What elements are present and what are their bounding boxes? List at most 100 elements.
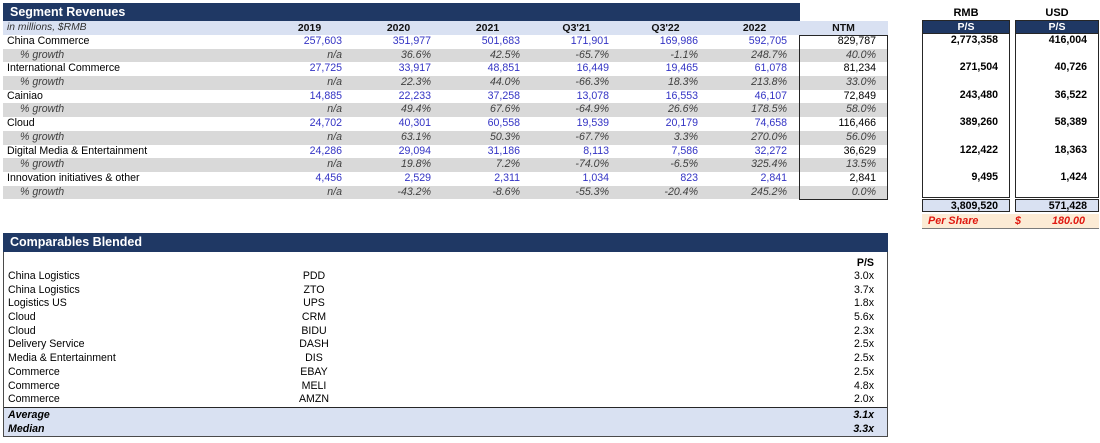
revenue-cell[interactable]: 33,917 bbox=[398, 62, 431, 75]
usd-ps-cell[interactable]: 416,004 bbox=[1048, 34, 1087, 46]
usd-total-cell[interactable]: 571,428 bbox=[1015, 199, 1099, 212]
usd-ps-cell[interactable]: 40,726 bbox=[1054, 61, 1087, 74]
growth-cell[interactable]: -55.3% bbox=[575, 185, 609, 198]
growth-cell[interactable]: 63.1% bbox=[400, 130, 431, 143]
revenue-cell[interactable]: 31,186 bbox=[487, 144, 520, 157]
comparable-ps-cell[interactable]: 3.7x bbox=[853, 283, 874, 296]
revenue-cell[interactable]: 2,529 bbox=[404, 171, 431, 184]
growth-cell[interactable]: -65.7% bbox=[575, 48, 609, 61]
growth-cell[interactable]: n/a bbox=[327, 76, 342, 89]
rmb-ps-cell[interactable]: 2,773,358 bbox=[950, 34, 998, 46]
revenue-cell[interactable]: 19,539 bbox=[576, 117, 609, 130]
comparable-ticker[interactable]: AMZN bbox=[298, 393, 329, 406]
growth-cell[interactable]: 213.8% bbox=[751, 76, 787, 89]
ntm-revenue-cell[interactable]: 72,849 bbox=[843, 89, 876, 102]
growth-cell[interactable]: 50.3% bbox=[489, 130, 520, 143]
revenue-cell[interactable]: 22,233 bbox=[398, 89, 431, 102]
growth-cell[interactable]: 58.0% bbox=[845, 103, 876, 116]
revenue-cell[interactable]: 46,107 bbox=[754, 89, 787, 102]
rmb-ps-cell[interactable]: 271,504 bbox=[959, 61, 998, 74]
growth-cell[interactable]: 56.0% bbox=[845, 130, 876, 143]
usd-ps-cell[interactable]: 36,522 bbox=[1054, 88, 1087, 101]
comparable-ps-cell[interactable]: 4.8x bbox=[853, 379, 874, 392]
ntm-revenue-cell[interactable]: 116,466 bbox=[838, 117, 876, 130]
growth-cell[interactable]: 42.5% bbox=[489, 48, 520, 61]
revenue-cell[interactable]: 16,553 bbox=[665, 89, 698, 102]
growth-cell[interactable]: 18.3% bbox=[667, 76, 698, 89]
revenue-cell[interactable]: 60,558 bbox=[487, 117, 520, 130]
growth-cell[interactable]: 49.4% bbox=[400, 103, 431, 116]
growth-cell[interactable]: n/a bbox=[327, 158, 342, 171]
revenue-cell[interactable]: 2,841 bbox=[760, 171, 787, 184]
growth-cell[interactable]: -6.5% bbox=[670, 158, 698, 171]
comparable-ps-cell[interactable]: 2.0x bbox=[853, 393, 874, 406]
growth-cell[interactable]: 7.2% bbox=[495, 158, 520, 171]
usd-ps-cell[interactable]: 1,424 bbox=[1060, 170, 1087, 183]
revenue-cell[interactable]: 19,465 bbox=[665, 62, 698, 75]
growth-cell[interactable]: -67.7% bbox=[575, 130, 609, 143]
growth-cell[interactable]: n/a bbox=[327, 185, 342, 198]
growth-cell[interactable]: 33.0% bbox=[845, 76, 876, 89]
comparable-ps-cell[interactable]: 2.5x bbox=[853, 365, 874, 378]
growth-cell[interactable]: -64.9% bbox=[575, 103, 609, 116]
revenue-cell[interactable]: 7,586 bbox=[671, 144, 698, 157]
revenue-cell[interactable]: 4,456 bbox=[315, 171, 342, 184]
revenue-cell[interactable]: 501,683 bbox=[481, 35, 520, 47]
comparable-ticker[interactable]: DIS bbox=[305, 352, 323, 365]
growth-cell[interactable]: -66.3% bbox=[575, 76, 609, 89]
comparable-ps-cell[interactable]: 2.5x bbox=[853, 338, 874, 351]
growth-cell[interactable]: 0.0% bbox=[851, 185, 876, 198]
revenue-cell[interactable]: 14,885 bbox=[309, 89, 342, 102]
growth-cell[interactable]: 67.6% bbox=[489, 103, 520, 116]
growth-cell[interactable]: -1.1% bbox=[670, 48, 698, 61]
growth-cell[interactable]: 40.0% bbox=[845, 48, 876, 61]
growth-cell[interactable]: -8.6% bbox=[492, 185, 520, 198]
growth-cell[interactable]: 325.4% bbox=[751, 158, 787, 171]
growth-cell[interactable]: 44.0% bbox=[489, 76, 520, 89]
revenue-cell[interactable]: 24,702 bbox=[309, 117, 342, 130]
per-share-value-cell[interactable]: 180.00 bbox=[1051, 215, 1085, 227]
ntm-revenue-cell[interactable]: 36,629 bbox=[843, 144, 876, 157]
comparable-ticker[interactable]: BIDU bbox=[301, 324, 327, 337]
revenue-cell[interactable]: 61,078 bbox=[754, 62, 787, 75]
ntm-revenue-cell[interactable]: 2,841 bbox=[849, 171, 876, 184]
revenue-cell[interactable]: 48,851 bbox=[487, 62, 520, 75]
comparable-ps-cell[interactable]: 2.5x bbox=[853, 352, 874, 365]
rmb-total-cell[interactable]: 3,809,520 bbox=[922, 199, 1010, 212]
growth-cell[interactable]: 26.6% bbox=[667, 103, 698, 116]
comparable-ticker[interactable]: MELI bbox=[301, 379, 327, 392]
growth-cell[interactable]: n/a bbox=[327, 103, 342, 116]
average-value-cell[interactable]: 3.1x bbox=[853, 408, 874, 421]
comparable-ticker[interactable]: CRM bbox=[301, 311, 327, 324]
revenue-cell[interactable]: 27,725 bbox=[309, 62, 342, 75]
growth-cell[interactable]: 22.3% bbox=[400, 76, 431, 89]
growth-cell[interactable]: n/a bbox=[327, 130, 342, 143]
growth-cell[interactable]: 13.5% bbox=[845, 158, 876, 171]
revenue-cell[interactable]: 171,901 bbox=[570, 35, 609, 47]
median-value-cell[interactable]: 3.3x bbox=[853, 422, 874, 435]
revenue-cell[interactable]: 32,272 bbox=[754, 144, 787, 157]
revenue-cell[interactable]: 351,977 bbox=[392, 35, 431, 47]
ntm-revenue-cell[interactable]: 81,234 bbox=[843, 62, 876, 75]
growth-cell[interactable]: -43.2% bbox=[397, 185, 431, 198]
revenue-cell[interactable]: 20,179 bbox=[665, 117, 698, 130]
usd-ps-cell[interactable]: 58,389 bbox=[1054, 116, 1087, 129]
rmb-ps-cell[interactable]: 243,480 bbox=[959, 88, 998, 101]
revenue-cell[interactable]: 2,311 bbox=[494, 171, 520, 184]
growth-cell[interactable]: -74.0% bbox=[575, 158, 609, 171]
growth-cell[interactable]: 248.7% bbox=[751, 48, 787, 61]
comparable-ticker[interactable]: UPS bbox=[303, 297, 325, 310]
revenue-cell[interactable]: 29,094 bbox=[398, 144, 431, 157]
revenue-cell[interactable]: 8,113 bbox=[583, 144, 609, 157]
rmb-ps-cell[interactable]: 9,495 bbox=[971, 170, 998, 183]
revenue-cell[interactable]: 16,449 bbox=[576, 62, 609, 75]
growth-cell[interactable]: -20.4% bbox=[664, 185, 698, 198]
revenue-cell[interactable]: 1,034 bbox=[582, 171, 609, 184]
usd-ps-cell[interactable]: 18,363 bbox=[1054, 143, 1087, 156]
revenue-cell[interactable]: 257,603 bbox=[303, 35, 342, 47]
rmb-ps-cell[interactable]: 122,422 bbox=[959, 143, 998, 156]
comparable-ticker[interactable]: DASH bbox=[299, 338, 329, 351]
revenue-cell[interactable]: 24,286 bbox=[309, 144, 342, 157]
revenue-cell[interactable]: 13,078 bbox=[576, 89, 609, 102]
revenue-cell[interactable]: 823 bbox=[680, 171, 698, 184]
